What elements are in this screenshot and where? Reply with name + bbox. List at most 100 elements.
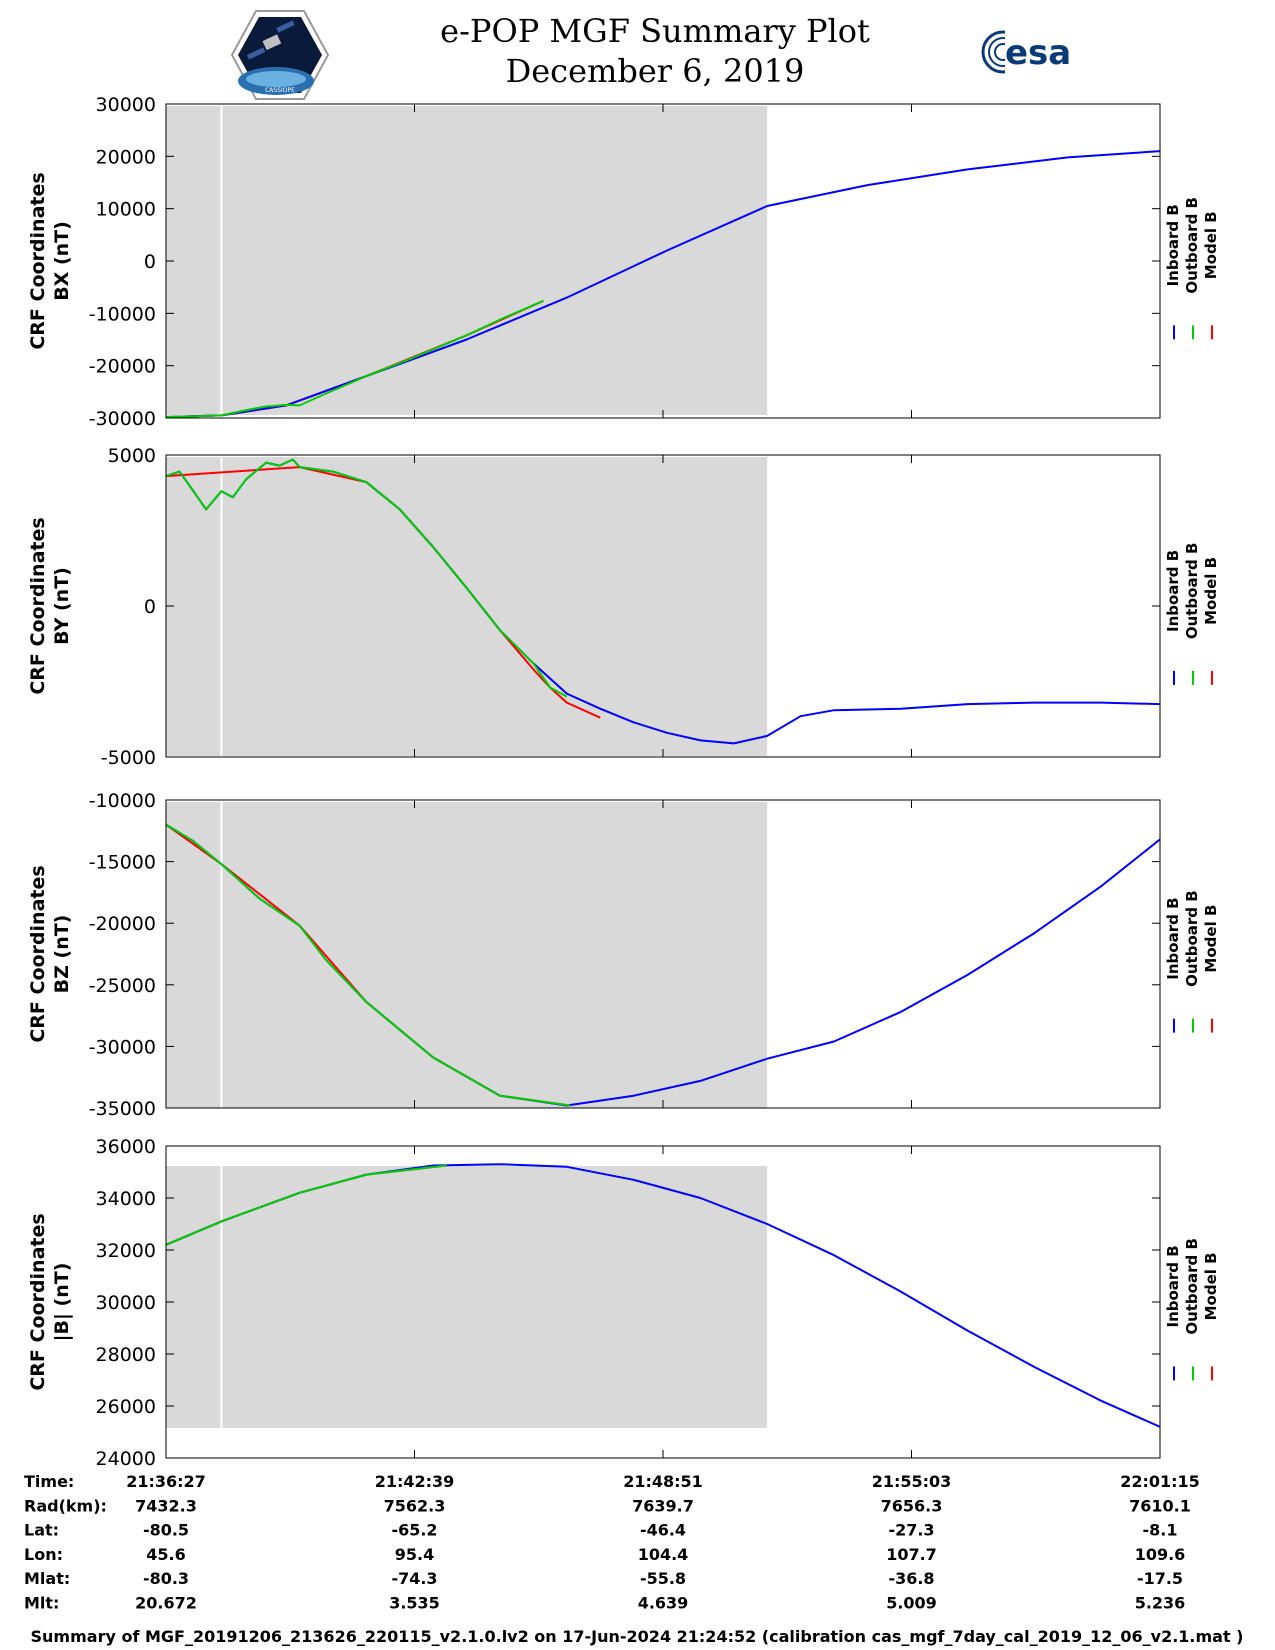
- info-cell: 107.7: [886, 1545, 937, 1564]
- y-tick-label: 0: [144, 596, 156, 618]
- bx-panel: 30000 20000 10000 0 -10000 -20000 -30000 CRF Co…: [27, 94, 1220, 430]
- axes-frame: [165, 454, 1161, 758]
- info-cell: 7656.3: [881, 1496, 943, 1515]
- series-line-outboard-b: [165, 823, 571, 1107]
- y-tick-label: -20000: [89, 913, 156, 935]
- y-axis-units-label: BY (nT): [51, 567, 73, 645]
- legend-label: Inboard B: [1164, 897, 1182, 979]
- y-tick-label: 26000: [96, 1396, 156, 1418]
- y-axis-units-label: |B| (nT): [51, 1263, 73, 1342]
- y-tick-label: 10000: [96, 199, 156, 221]
- legend-label: Model B: [1202, 1252, 1220, 1320]
- y-tick-label: 34000: [96, 1188, 156, 1210]
- info-row-label: Lat:: [24, 1521, 59, 1540]
- bmag-panel: 36000 34000 32000 30000 28000 26000 24000 CRF C…: [27, 1136, 1220, 1470]
- info-cell: -55.8: [640, 1569, 686, 1588]
- legend-label: Model B: [1202, 557, 1220, 625]
- info-cell: -17.5: [1137, 1569, 1183, 1588]
- info-cell: 21:55:03: [872, 1472, 952, 1491]
- shaded-region: [166, 1166, 768, 1428]
- info-cell: 7610.1: [1129, 1496, 1191, 1515]
- y-tick-label: -10000: [89, 790, 156, 812]
- plot-date: December 6, 2019: [506, 52, 805, 90]
- y-tick-label: -30000: [89, 408, 156, 430]
- axes-frame: [165, 799, 1161, 1109]
- y-tick-label: 24000: [96, 1448, 156, 1470]
- info-cell: 5.009: [886, 1594, 937, 1613]
- info-cell: -80.5: [143, 1521, 189, 1540]
- y-tick-label: 30000: [96, 94, 156, 116]
- legend-label: Inboard B: [1164, 550, 1182, 632]
- y-axis-units-label: BZ (nT): [51, 915, 73, 994]
- info-cell: 7562.3: [384, 1496, 446, 1515]
- y-axis-label: CRF Coordinates: [27, 172, 49, 349]
- legend-label: Outboard B: [1183, 543, 1201, 640]
- y-axis-label: CRF Coordinates: [27, 517, 49, 694]
- by-panel: 5000 0 -5000 CRF Coordinates BY (nT) Inboard …: [27, 445, 1220, 769]
- plot-title: e-POP MGF Summary Plot: [440, 12, 870, 50]
- info-cell: 95.4: [395, 1545, 434, 1564]
- y-tick-label: 0: [144, 251, 156, 273]
- esa-logo: esa: [981, 30, 1071, 74]
- info-cell: 20.672: [135, 1594, 197, 1613]
- info-cell: 7432.3: [135, 1496, 197, 1515]
- info-cell: 21:36:27: [126, 1472, 206, 1491]
- y-tick-label: -25000: [89, 975, 156, 997]
- info-cell: 21:48:51: [623, 1472, 703, 1491]
- y-axis-label: CRF Coordinates: [27, 1213, 49, 1390]
- cassiope-logo-text: CASSIOPE: [265, 87, 295, 94]
- legend-label: Outboard B: [1183, 197, 1201, 294]
- legend-label: Model B: [1202, 211, 1220, 279]
- info-cell: 109.6: [1135, 1545, 1186, 1564]
- legend-label: Inboard B: [1164, 204, 1182, 286]
- footer-summary: Summary of MGF_20191206_213626_220115_v2…: [31, 1627, 1244, 1646]
- series-line-inboard-b: [165, 150, 1161, 418]
- info-cell: 22:01:15: [1120, 1472, 1200, 1491]
- cassiope-logo: CASSIOPE: [230, 10, 330, 100]
- y-axis-label: CRF Coordinates: [27, 865, 49, 1042]
- esa-logo-text: esa: [1005, 33, 1071, 73]
- info-cell: 7639.7: [632, 1496, 694, 1515]
- shaded-region: [166, 457, 768, 756]
- y-tick-label: -5000: [101, 747, 156, 769]
- info-cell: 4.639: [638, 1594, 689, 1613]
- info-cell: 45.6: [146, 1545, 185, 1564]
- y-tick-label: -20000: [89, 356, 156, 378]
- y-tick-label: 30000: [96, 1292, 156, 1314]
- info-cell: 21:42:39: [375, 1472, 455, 1491]
- info-row-label: Rad(km):: [24, 1496, 107, 1515]
- axes-frame: [165, 1145, 1161, 1459]
- info-cell: -65.2: [391, 1521, 437, 1540]
- info-cell: 104.4: [638, 1545, 689, 1564]
- series-line-outboard-b: [165, 299, 544, 418]
- info-cell: -36.8: [888, 1569, 934, 1588]
- y-tick-label: 36000: [96, 1136, 156, 1158]
- info-row-label: Lon:: [24, 1545, 63, 1564]
- info-cell: 3.535: [389, 1594, 440, 1613]
- y-tick-label: -30000: [89, 1036, 156, 1058]
- shaded-region: [166, 802, 768, 1108]
- ephemeris-table: Time: 21:36:27 21:42:39 21:48:51 21:55:03 22:…: [24, 1472, 1200, 1613]
- info-cell: 5.236: [1135, 1594, 1186, 1613]
- legend-label: Outboard B: [1183, 890, 1201, 987]
- y-axis-units-label: BX (nT): [51, 221, 73, 301]
- y-tick-label: -10000: [89, 303, 156, 325]
- info-cell: -8.1: [1143, 1521, 1178, 1540]
- header: CASSIOPE e-POP MGF Summary Plot December…: [230, 10, 1071, 100]
- bz-panel: -10000 -15000 -20000 -25000 -30000 -35000 CRF …: [27, 790, 1220, 1120]
- y-tick-label: 32000: [96, 1240, 156, 1262]
- info-row-label: Mlt:: [24, 1594, 59, 1613]
- y-tick-label: 5000: [108, 445, 156, 467]
- info-cell: -46.4: [640, 1521, 686, 1540]
- legend-label: Model B: [1202, 905, 1220, 973]
- y-tick-label: -15000: [89, 852, 156, 874]
- y-tick-label: 28000: [96, 1344, 156, 1366]
- info-row-label: Mlat:: [24, 1569, 70, 1588]
- y-tick-label: 20000: [96, 146, 156, 168]
- info-cell: -27.3: [888, 1521, 934, 1540]
- axes-frame: [165, 103, 1161, 419]
- legend-label: Outboard B: [1183, 1238, 1201, 1335]
- y-tick-label: -35000: [89, 1098, 156, 1120]
- shaded-region: [166, 106, 768, 415]
